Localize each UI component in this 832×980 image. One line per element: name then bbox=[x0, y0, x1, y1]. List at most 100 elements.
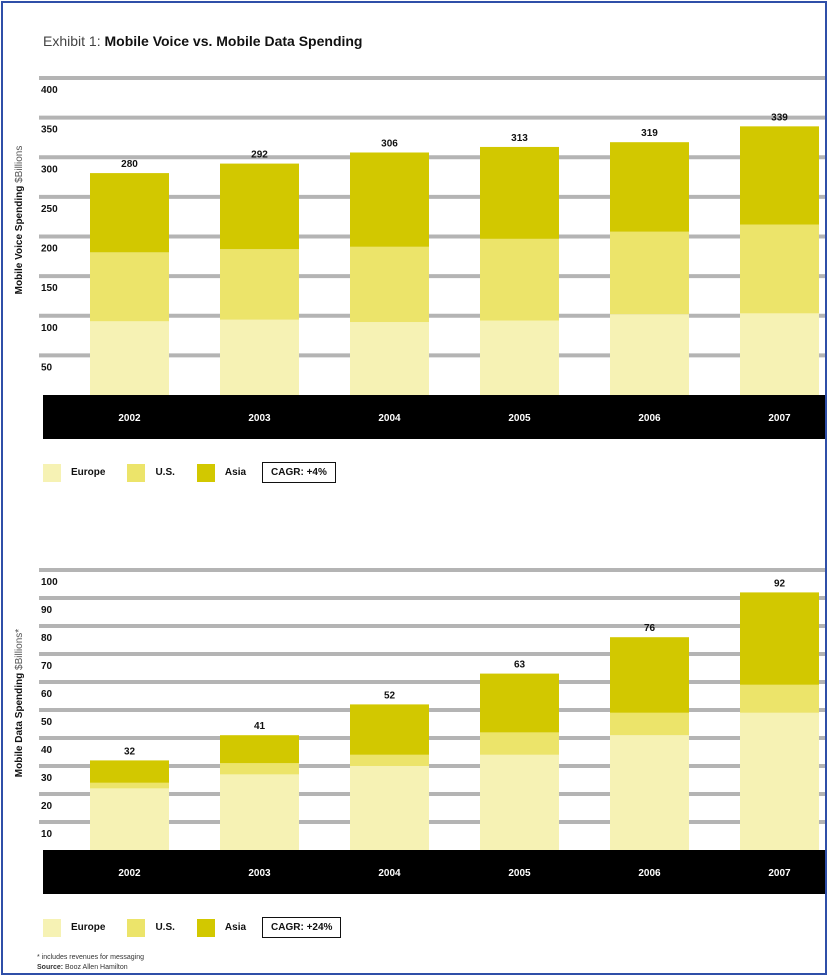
bar-data-2004-us bbox=[350, 754, 429, 766]
x-tick-label-voice-2002: 2002 bbox=[118, 413, 141, 424]
bar-data-2007-us bbox=[740, 684, 819, 713]
bar-voice-2007-europe bbox=[740, 313, 819, 395]
y-tick-label-voice-200: 200 bbox=[41, 244, 58, 255]
y-tick-label-voice-350: 350 bbox=[41, 125, 58, 136]
bar-data-2005-europe bbox=[480, 754, 559, 850]
bar-voice-2004-us bbox=[350, 246, 429, 323]
total-label-data-2002: 32 bbox=[124, 746, 136, 757]
total-label-voice-2002: 280 bbox=[121, 159, 138, 170]
y-tick-label-data-60: 60 bbox=[41, 689, 53, 700]
y-tick-label-data-10: 10 bbox=[41, 829, 53, 840]
legend-label-asia: Asia bbox=[224, 467, 247, 478]
x-axis-band-data bbox=[43, 850, 825, 894]
bar-data-2002-us bbox=[90, 782, 169, 789]
x-tick-label-data-2002: 2002 bbox=[118, 868, 141, 879]
x-tick-label-voice-2006: 2006 bbox=[638, 413, 661, 424]
y-tick-label-data-20: 20 bbox=[41, 801, 53, 812]
legend-swatch-us bbox=[127, 918, 146, 937]
bar-data-2005-asia bbox=[480, 673, 559, 733]
total-label-voice-2007: 339 bbox=[771, 112, 788, 123]
x-tick-label-voice-2004: 2004 bbox=[378, 413, 401, 424]
y-tick-label-data-100: 100 bbox=[41, 577, 58, 588]
total-label-voice-2006: 319 bbox=[641, 128, 658, 139]
chart-title: Exhibit 1: Mobile Voice vs. Mobile Data … bbox=[43, 33, 363, 49]
legend-label-europe: Europe bbox=[71, 922, 106, 933]
total-label-data-2005: 63 bbox=[514, 660, 526, 671]
bar-data-2007-asia bbox=[740, 592, 819, 685]
bar-voice-2006-europe bbox=[610, 314, 689, 395]
y-tick-label-voice-50: 50 bbox=[41, 362, 53, 373]
bar-data-2005-us bbox=[480, 732, 559, 755]
bar-voice-2003-us bbox=[220, 249, 299, 320]
legend-data: Europe U.S. Asia CAGR: +24% bbox=[43, 917, 342, 938]
y-tick-label-voice-150: 150 bbox=[41, 283, 58, 294]
y-tick-label-voice-300: 300 bbox=[41, 164, 58, 175]
total-label-voice-2004: 306 bbox=[381, 138, 398, 149]
legend-swatch-us bbox=[127, 463, 146, 482]
bar-data-2007-europe bbox=[740, 712, 819, 850]
bar-data-2003-asia bbox=[220, 735, 299, 764]
y-tick-label-data-40: 40 bbox=[41, 745, 53, 756]
y-axis-unit-voice: $Billions bbox=[14, 146, 25, 183]
y-tick-label-data-70: 70 bbox=[41, 661, 53, 672]
x-tick-label-voice-2005: 2005 bbox=[508, 413, 531, 424]
bar-data-2003-us bbox=[220, 763, 299, 775]
cagr-annotation-data: CAGR: +24% bbox=[262, 917, 342, 938]
bar-voice-2006-asia bbox=[610, 142, 689, 232]
y-tick-label-voice-100: 100 bbox=[41, 323, 58, 334]
total-label-data-2004: 52 bbox=[384, 690, 396, 701]
bar-voice-2003-europe bbox=[220, 319, 299, 395]
bar-voice-2007-us bbox=[740, 224, 819, 314]
bar-data-2006-europe bbox=[610, 735, 689, 850]
cagr-annotation-voice: CAGR: +4% bbox=[262, 462, 336, 483]
total-label-data-2007: 92 bbox=[774, 578, 786, 589]
legend-voice: Europe U.S. Asia CAGR: +4% bbox=[43, 462, 336, 483]
footnote: * includes revenues for messaging bbox=[37, 954, 145, 961]
legend-swatch-asia bbox=[196, 918, 215, 937]
bar-data-2004-europe bbox=[350, 766, 429, 850]
bar-data-2006-asia bbox=[610, 637, 689, 713]
total-label-data-2006: 76 bbox=[644, 623, 656, 634]
y-axis-label-voice: Mobile Voice Spending $Billions bbox=[14, 146, 25, 295]
bar-voice-2002-asia bbox=[90, 173, 169, 253]
total-label-data-2003: 41 bbox=[254, 721, 266, 732]
bar-data-2006-us bbox=[610, 712, 689, 736]
x-axis-band-voice bbox=[43, 395, 825, 439]
bar-voice-2005-europe bbox=[480, 320, 559, 395]
bar-voice-2005-us bbox=[480, 238, 559, 321]
y-axis-unit-data: $Billions* bbox=[14, 629, 25, 670]
total-label-voice-2005: 313 bbox=[511, 133, 528, 144]
bar-voice-2007-asia bbox=[740, 126, 819, 225]
bar-voice-2005-asia bbox=[480, 146, 559, 239]
y-axis-title-voice: Mobile Voice Spending bbox=[14, 183, 25, 295]
x-tick-label-voice-2003: 2003 bbox=[248, 413, 271, 424]
source-label: Source: bbox=[37, 964, 64, 971]
bar-data-2002-asia bbox=[90, 760, 169, 783]
bar-data-2004-asia bbox=[350, 704, 429, 755]
y-axis-title-data: Mobile Data Spending bbox=[14, 670, 25, 777]
legend-swatch-asia bbox=[196, 463, 215, 482]
y-tick-label-voice-250: 250 bbox=[41, 204, 58, 215]
y-tick-label-data-30: 30 bbox=[41, 773, 53, 784]
bar-voice-2002-us bbox=[90, 252, 169, 322]
x-tick-label-data-2004: 2004 bbox=[378, 868, 401, 879]
y-tick-label-voice-400: 400 bbox=[41, 85, 58, 96]
legend-label-europe: Europe bbox=[71, 467, 106, 478]
bar-data-2002-europe bbox=[90, 788, 169, 850]
legend-label-us: U.S. bbox=[155, 922, 175, 933]
total-label-voice-2003: 292 bbox=[251, 150, 268, 161]
x-tick-label-data-2006: 2006 bbox=[638, 868, 661, 879]
y-tick-label-data-50: 50 bbox=[41, 717, 53, 728]
bar-voice-2003-asia bbox=[220, 163, 299, 250]
y-axis-label-data: Mobile Data Spending $Billions* bbox=[14, 629, 25, 777]
legend-label-asia: Asia bbox=[224, 922, 247, 933]
source-text: Booz Allen Hamilton bbox=[65, 964, 128, 971]
legend-swatch-europe bbox=[43, 463, 61, 482]
x-tick-label-data-2003: 2003 bbox=[248, 868, 271, 879]
source-note: Source: Booz Allen Hamilton bbox=[37, 964, 128, 971]
bar-data-2003-europe bbox=[220, 774, 299, 850]
y-tick-label-data-90: 90 bbox=[41, 605, 53, 616]
bar-voice-2004-asia bbox=[350, 152, 429, 247]
